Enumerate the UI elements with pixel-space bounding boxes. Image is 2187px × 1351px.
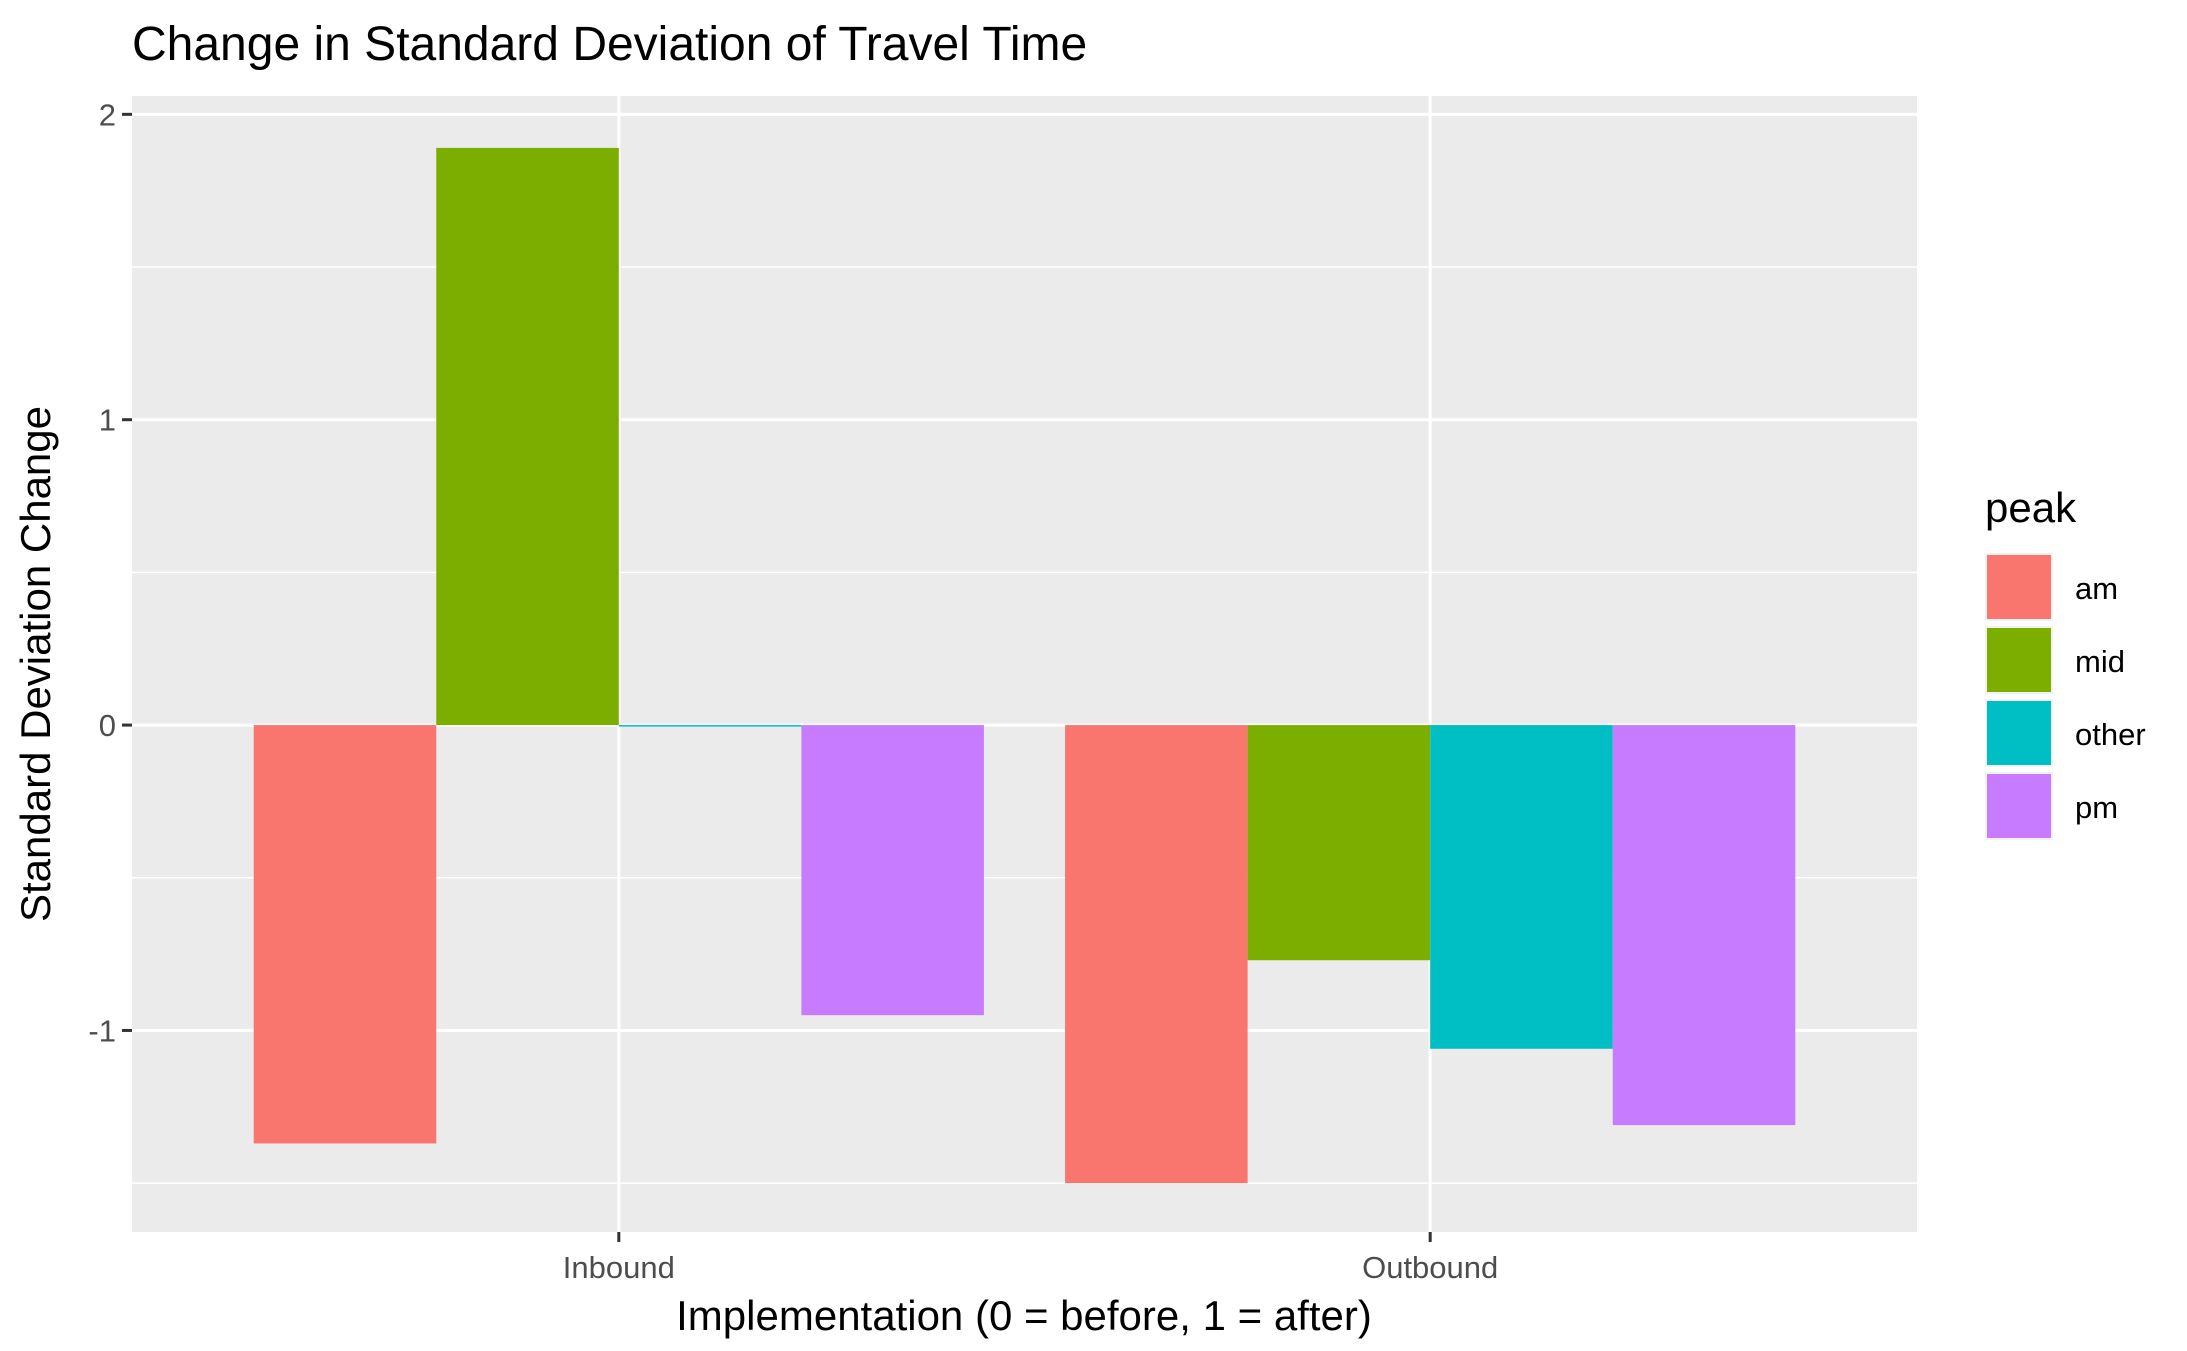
y-axis-title: Standard Deviation Change (12, 406, 59, 922)
legend-label-am: am (2075, 571, 2118, 606)
y-tick-label: 2 (99, 97, 116, 132)
bar-pm-inbound (801, 725, 984, 1016)
legend-label-pm: pm (2075, 790, 2118, 825)
legend-title: peak (1985, 484, 2077, 531)
legend-swatch-other (1987, 701, 2051, 765)
y-axis: -1 0 1 2 (88, 97, 132, 1048)
bar-am-outbound (1065, 725, 1248, 1184)
bar-am-inbound (253, 725, 437, 1144)
legend-label-other: other (2075, 717, 2146, 752)
x-axis-title: Implementation (0 = before, 1 = after) (676, 1292, 1372, 1339)
legend-label-mid: mid (2075, 644, 2125, 679)
bar-other-outbound (1430, 725, 1613, 1049)
bar-mid-outbound (1247, 725, 1431, 961)
legend-swatch-mid (1987, 628, 2051, 692)
bars (253, 147, 1796, 1184)
bar-pm-outbound (1612, 725, 1796, 1126)
y-tick-label: 0 (99, 708, 116, 743)
y-tick-label: 1 (99, 403, 116, 438)
legend: peak am mid other pm (1985, 484, 2146, 840)
legend-swatch-pm (1987, 774, 2051, 838)
y-tick-label: -1 (88, 1013, 116, 1048)
bar-other-inbound (618, 725, 802, 727)
x-axis: Inbound Outbound (563, 1232, 1498, 1285)
legend-swatch-am (1987, 555, 2051, 619)
x-tick-label: Outbound (1362, 1250, 1498, 1285)
chart-title: Change in Standard Deviation of Travel T… (132, 18, 1087, 71)
bar-mid-inbound (436, 147, 619, 726)
x-tick-label: Inbound (563, 1250, 675, 1285)
